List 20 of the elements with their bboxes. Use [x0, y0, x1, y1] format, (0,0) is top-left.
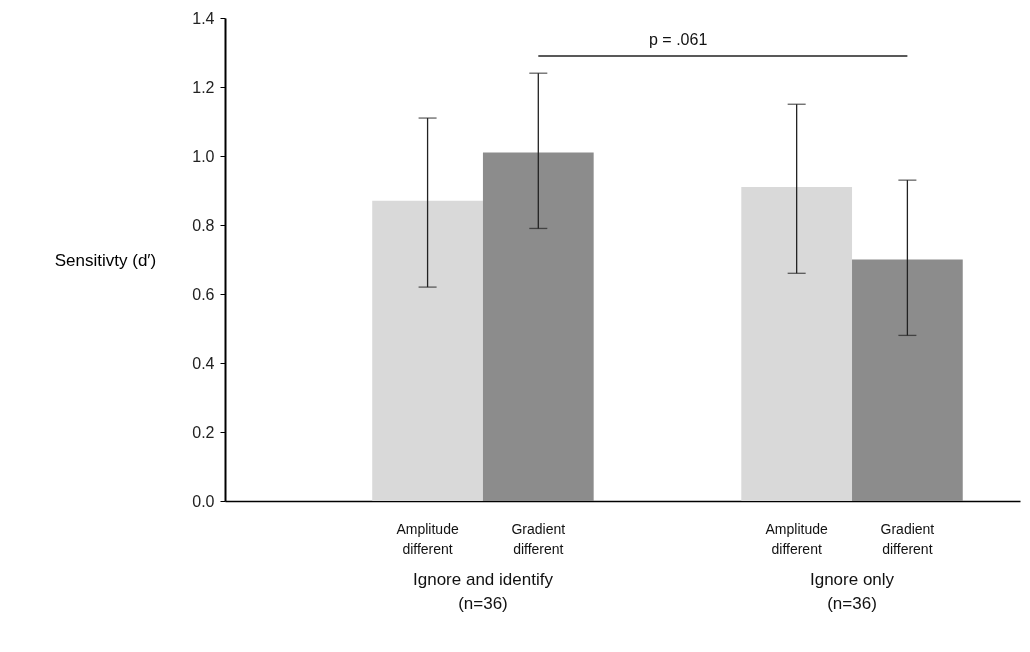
bar [741, 187, 853, 501]
y-tick-label: 0.6 [192, 285, 215, 303]
bar [852, 259, 963, 501]
y-tick-label: 1.2 [192, 78, 215, 96]
y-tick-label: 0.2 [192, 423, 215, 441]
annotation: p = .061 [649, 31, 708, 48]
x-tick-label: Ignore only (n=36) [809, 569, 895, 613]
text: Amplitude different [765, 521, 828, 557]
y-tick-label: 0.8 [192, 216, 215, 234]
bar [372, 200, 483, 501]
series-label: Gradient different [511, 521, 566, 557]
series-label: Amplitude different [396, 521, 459, 557]
x-tick-label: Ignore and identify (n=36) [413, 569, 554, 613]
y-tick-label: 1.4 [192, 9, 215, 27]
y-axis-title: Sensitivty (d′) [54, 250, 157, 270]
bar [482, 152, 594, 501]
text: Gradient different [880, 521, 935, 557]
y-tick-label: 0.4 [192, 354, 215, 372]
y-tick-label: 0.0 [192, 492, 215, 510]
y-tick-label: 1.0 [192, 147, 215, 165]
